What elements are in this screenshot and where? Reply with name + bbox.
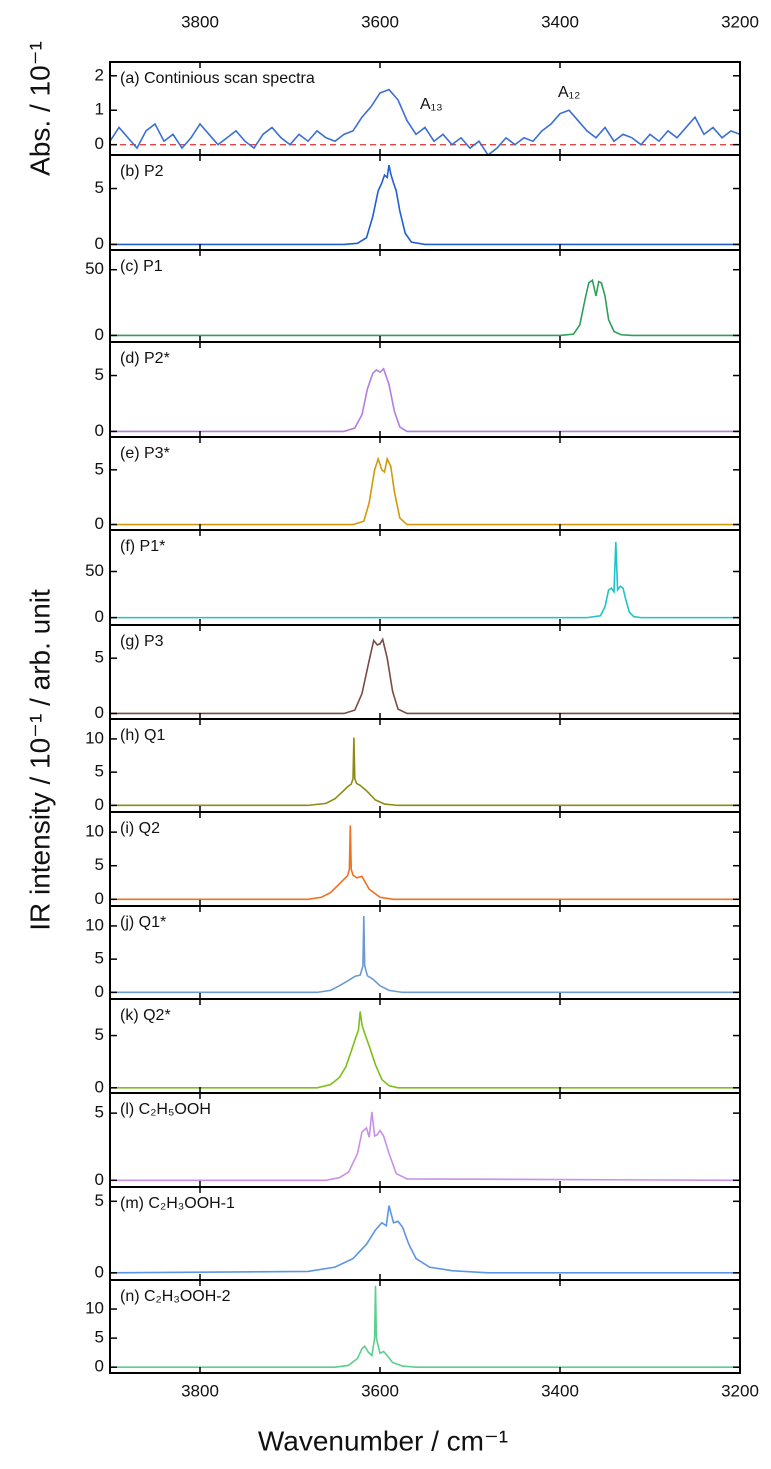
- panel-title: (d) P2*: [120, 350, 170, 367]
- x-tick-label: 3200: [721, 12, 759, 31]
- spectrum-line: [110, 542, 740, 618]
- spectrum-line: [110, 738, 740, 806]
- y-tick-label: 0: [95, 234, 104, 253]
- y-tick-label: 10: [85, 728, 104, 747]
- panel-title: (k) Q2*: [120, 1007, 171, 1024]
- y-axis-label: IR intensity / 10⁻¹ / arb. unit: [24, 589, 55, 931]
- panel-title: (f) P1*: [120, 538, 165, 555]
- panel-title: (h) Q1: [120, 727, 165, 744]
- x-tick-label: 3400: [541, 1381, 579, 1400]
- y-tick-label: 10: [85, 915, 104, 934]
- x-tick-label: 3800: [181, 1381, 219, 1400]
- panel-frame: [110, 437, 740, 530]
- y-tick-label: 2: [95, 65, 104, 84]
- panel-frame: [110, 625, 740, 719]
- figure: Wavenumber / cm⁻¹ IR intensity / 10⁻¹ / …: [0, 0, 771, 1469]
- y-tick-label: 5: [95, 762, 104, 781]
- x-tick-label: 3600: [361, 1381, 399, 1400]
- x-tick-label: 3800: [181, 12, 219, 31]
- y-tick-label: 0: [95, 1170, 104, 1189]
- spectrum-line: [110, 165, 740, 244]
- panel-title: (c) P1: [120, 258, 163, 275]
- spectrum-line: [110, 369, 740, 432]
- y-tick-label: 0: [95, 703, 104, 722]
- panel-frame: [110, 906, 740, 999]
- y-tick-label: 50: [85, 259, 104, 278]
- panel-frame: [110, 155, 740, 250]
- peak-annotation: A₁₂: [558, 84, 580, 101]
- y-tick-label: 5: [95, 1191, 104, 1210]
- y-tick-label: 5: [95, 459, 104, 478]
- y-tick-label: 0: [95, 134, 104, 153]
- spectrum-line: [110, 639, 740, 713]
- y-tick-label: 10: [85, 822, 104, 841]
- panel-title: (m) C₂H₃OOH-1: [120, 1195, 235, 1212]
- y-tick-label: 5: [95, 1025, 104, 1044]
- y-tick-label: 5: [95, 855, 104, 874]
- panel-y-label: Abs. / 10⁻¹: [24, 41, 55, 176]
- spectrum-line: [110, 1206, 740, 1273]
- panel-frame: [110, 530, 740, 625]
- spectrum-line: [110, 280, 740, 335]
- spectrum-line: [110, 916, 740, 992]
- panel-title: (i) Q2: [120, 820, 160, 837]
- spectrum-line: [110, 1112, 740, 1180]
- panel-title: (e) P3*: [120, 445, 170, 462]
- panel-title: (j) Q1*: [120, 914, 166, 931]
- peak-annotation: A₁₃: [420, 96, 443, 113]
- x-tick-label: 3400: [541, 12, 579, 31]
- panel-frame: [110, 250, 740, 342]
- y-tick-label: 5: [95, 1103, 104, 1122]
- y-tick-label: 50: [85, 561, 104, 580]
- y-tick-label: 0: [95, 514, 104, 533]
- panel-frame: [110, 999, 740, 1093]
- y-tick-label: 0: [95, 982, 104, 1001]
- y-tick-label: 0: [95, 1077, 104, 1096]
- y-tick-label: 5: [95, 648, 104, 667]
- spectrum-line: [110, 459, 740, 525]
- y-tick-label: 0: [95, 1262, 104, 1281]
- panel-frame: [110, 812, 740, 906]
- spectrum-line: [110, 1012, 740, 1088]
- panel-frame: [110, 342, 740, 437]
- y-tick-label: 0: [95, 795, 104, 814]
- y-tick-label: 1: [95, 100, 104, 119]
- panel-title: (n) C₂H₃OOH-2: [120, 1288, 231, 1305]
- y-tick-label: 0: [95, 607, 104, 626]
- panel-title: (b) P2: [120, 163, 164, 180]
- y-tick-label: 5: [95, 1328, 104, 1347]
- y-tick-label: 0: [95, 421, 104, 440]
- y-tick-label: 5: [95, 949, 104, 968]
- panel-title: (l) C₂H₅OOH: [120, 1101, 211, 1118]
- y-tick-label: 5: [95, 178, 104, 197]
- spectrum-line: [110, 825, 740, 899]
- y-tick-label: 0: [95, 1357, 104, 1376]
- x-tick-label: 3200: [721, 1381, 759, 1400]
- y-tick-label: 0: [95, 889, 104, 908]
- panel-frame: [110, 719, 740, 812]
- panel-title: (a) Continious scan spectra: [120, 70, 315, 87]
- x-tick-label: 3600: [361, 12, 399, 31]
- panel-title: (g) P3: [120, 633, 164, 650]
- x-axis-label: Wavenumber / cm⁻¹: [258, 1425, 508, 1456]
- y-tick-label: 0: [95, 325, 104, 344]
- y-tick-label: 10: [85, 1299, 104, 1318]
- y-tick-label: 5: [95, 365, 104, 384]
